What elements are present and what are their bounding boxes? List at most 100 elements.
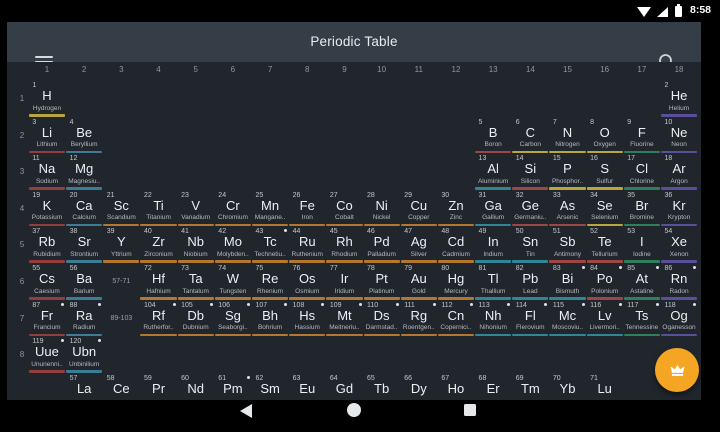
element-cell-uue[interactable]: 119 Uue Ununenni.. <box>28 337 66 374</box>
element-cell-ar[interactable]: 18 Ar Argon <box>660 154 698 191</box>
element-cell-hs[interactable]: 108 Hs Hassium <box>289 301 326 338</box>
element-cell-tm[interactable]: 69 Tm <box>512 374 549 400</box>
element-cell-si[interactable]: 14 Si Silicon <box>512 154 549 191</box>
element-cell-hg[interactable]: 80 Hg Mercury <box>437 264 475 301</box>
element-cell-cn[interactable]: 112 Cn Copernici.. <box>437 301 475 338</box>
element-cell-xe[interactable]: 54 Xe Xenon <box>660 227 698 264</box>
element-cell-mc[interactable]: 115 Mc Moscoviu.. <box>549 301 586 338</box>
element-cell-lu[interactable]: 71 Lu <box>586 374 623 400</box>
element-cell-ubn[interactable]: 120 Ubn Unbinilium <box>66 337 103 374</box>
element-cell-li[interactable]: 3 Li Lithium <box>28 118 66 155</box>
element-cell-hf[interactable]: 72 Hf Hafnium <box>140 264 177 301</box>
element-cell-fe[interactable]: 26 Fe Iron <box>289 191 326 228</box>
element-cell-tc[interactable]: 43 Tc Technetiu.. <box>251 227 289 264</box>
element-cell-ga[interactable]: 31 Ga Gallium <box>475 191 512 228</box>
element-cell-sb[interactable]: 51 Sb Antimony <box>549 227 586 264</box>
back-button[interactable] <box>240 404 252 418</box>
element-cell-kr[interactable]: 36 Kr Krypton <box>660 191 698 228</box>
element-cell-mn[interactable]: 25 Mn Mangane.. <box>251 191 289 228</box>
element-cell-v[interactable]: 23 V Vanadium <box>177 191 214 228</box>
element-cell-ds[interactable]: 110 Ds Darmstad.. <box>363 301 400 338</box>
element-cell-pt[interactable]: 78 Pt Platinum <box>363 264 400 301</box>
element-cell-mg[interactable]: 12 Mg Magnesiu.. <box>66 154 103 191</box>
element-cell-zn[interactable]: 30 Zn Zinc <box>437 191 475 228</box>
element-cell-ne[interactable]: 10 Ne Neon <box>660 118 698 155</box>
element-cell-br[interactable]: 35 Br Bromine <box>623 191 660 228</box>
element-cell-ge[interactable]: 32 Ge Germaniu.. <box>512 191 549 228</box>
element-cell-sr[interactable]: 38 Sr Strontium <box>66 227 103 264</box>
home-button[interactable] <box>347 403 361 417</box>
element-cell-pb[interactable]: 82 Pb Lead <box>512 264 549 301</box>
element-cell-f[interactable]: 9 F Fluorine <box>623 118 660 155</box>
element-cell-sm[interactable]: 62 Sm <box>251 374 288 400</box>
element-cell-nb[interactable]: 41 Nb Niobium <box>177 227 214 264</box>
element-cell-tb[interactable]: 65 Tb <box>363 374 400 400</box>
element-cell-nd[interactable]: 60 Nd <box>177 374 214 400</box>
element-cell-rf[interactable]: 104 Rf Rutherfor.. <box>140 301 177 338</box>
element-cell-dy[interactable]: 66 Dy <box>400 374 437 400</box>
element-cell-nh[interactable]: 113 Nh Nihonium <box>475 301 512 338</box>
element-cell-sg[interactable]: 106 Sg Seaborgi.. <box>214 301 251 338</box>
element-cell-tl[interactable]: 81 Tl Thallium <box>475 264 512 301</box>
element-cell-be[interactable]: 4 Be Beryllium <box>66 118 103 155</box>
element-cell-ce[interactable]: 58 Ce <box>103 374 140 400</box>
element-cell-sc[interactable]: 21 Sc Scandium <box>103 191 140 228</box>
element-cell-rb[interactable]: 37 Rb Rubidium <box>28 227 66 264</box>
element-cell-cs[interactable]: 55 Cs Caesium <box>28 264 66 301</box>
element-cell-co[interactable]: 27 Co Cobalt <box>326 191 363 228</box>
element-cell-er[interactable]: 68 Er <box>475 374 512 400</box>
element-cell-c[interactable]: 6 C Carbon <box>512 118 549 155</box>
element-cell-sn[interactable]: 50 Sn Tin <box>512 227 549 264</box>
element-cell-o[interactable]: 8 O Oxygen <box>586 118 623 155</box>
element-cell-la[interactable]: 57 La <box>66 374 103 400</box>
element-cell-cr[interactable]: 24 Cr Chromium <box>214 191 251 228</box>
element-cell-ca[interactable]: 20 Ca Calcium <box>66 191 103 228</box>
element-cell-po[interactable]: 84 Po Polonium <box>586 264 623 301</box>
element-cell-ti[interactable]: 22 Ti Titanium <box>140 191 177 228</box>
element-cell-pr[interactable]: 59 Pr <box>140 374 177 400</box>
recents-button[interactable] <box>464 404 476 416</box>
element-cell-cd[interactable]: 48 Cd Cadmium <box>437 227 475 264</box>
element-cell-cu[interactable]: 29 Cu Copper <box>400 191 437 228</box>
element-cell-na[interactable]: 11 Na Sodium <box>28 154 66 191</box>
element-cell-ba[interactable]: 56 Ba Barium <box>66 264 103 301</box>
element-range-placeholder[interactable]: 57-71 <box>112 278 131 285</box>
element-cell-ag[interactable]: 47 Ag Silver <box>400 227 437 264</box>
element-range-placeholder[interactable]: 89-103 <box>110 314 133 322</box>
element-cell-s[interactable]: 16 S Sulfur <box>586 154 623 191</box>
element-cell-n[interactable]: 7 N Nitrogen <box>549 118 586 155</box>
element-cell-cl[interactable]: 17 Cl Chlorine <box>623 154 660 191</box>
premium-fab[interactable] <box>655 348 699 392</box>
element-cell-i[interactable]: 53 I Iodine <box>623 227 660 264</box>
element-cell-bh[interactable]: 107 Bh Bohrium <box>251 301 289 338</box>
element-cell-os[interactable]: 76 Os Osmium <box>289 264 326 301</box>
element-cell-ru[interactable]: 44 Ru Ruthenium <box>289 227 326 264</box>
element-cell-fl[interactable]: 114 Fl Flerovium <box>512 301 549 338</box>
element-cell-te[interactable]: 52 Te Tellurium <box>586 227 623 264</box>
element-cell-lv[interactable]: 116 Lv Livermori.. <box>586 301 623 338</box>
element-cell-p[interactable]: 15 P Phosphor.. <box>549 154 586 191</box>
element-cell-db[interactable]: 105 Db Dubnium <box>177 301 214 338</box>
element-cell-au[interactable]: 79 Au Gold <box>400 264 437 301</box>
element-cell-pd[interactable]: 46 Pd Palladium <box>363 227 400 264</box>
element-cell-yb[interactable]: 70 Yb <box>549 374 586 400</box>
element-cell-eu[interactable]: 63 Eu <box>289 374 326 400</box>
element-cell-he[interactable]: 2 He Helium <box>660 81 698 118</box>
element-cell-al[interactable]: 13 Al Aluminium <box>475 154 512 191</box>
element-cell-gd[interactable]: 64 Gd <box>326 374 363 400</box>
element-cell-zr[interactable]: 40 Zr Zirconium <box>140 227 177 264</box>
element-cell-k[interactable]: 19 K Potassium <box>28 191 66 228</box>
element-cell-y[interactable]: 39 Y Yttrium <box>103 227 140 264</box>
element-cell-b[interactable]: 5 B Boron <box>475 118 512 155</box>
element-cell-pm[interactable]: 61 Pm <box>214 374 251 400</box>
element-cell-mo[interactable]: 42 Mo Molybden.. <box>214 227 251 264</box>
element-cell-in[interactable]: 49 In Indium <box>475 227 512 264</box>
element-cell-ir[interactable]: 77 Ir Iridium <box>326 264 363 301</box>
element-cell-at[interactable]: 85 At Astatine <box>623 264 660 301</box>
element-cell-mt[interactable]: 109 Mt Meitneriu.. <box>326 301 363 338</box>
element-cell-w[interactable]: 74 W Tungsten <box>214 264 251 301</box>
element-cell-ho[interactable]: 67 Ho <box>437 374 474 400</box>
element-cell-as[interactable]: 33 As Arsenic <box>549 191 586 228</box>
element-cell-ni[interactable]: 28 Ni Nickel <box>363 191 400 228</box>
element-cell-fr[interactable]: 87 Fr Francium <box>28 301 66 338</box>
